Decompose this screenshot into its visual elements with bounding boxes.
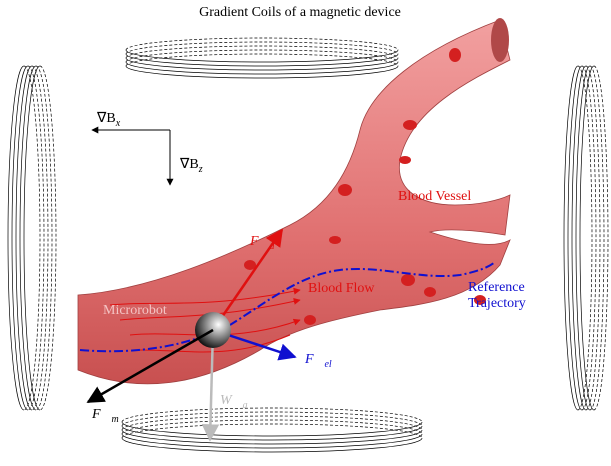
coil-loop [125, 41, 399, 55]
coil-loop [125, 37, 399, 51]
coil-loop [121, 411, 423, 427]
coil-loop [7, 65, 25, 411]
force-elastic-label: F⃗el [304, 352, 332, 370]
coil-loop [571, 65, 587, 411]
coil-loop [121, 407, 423, 423]
blood-vessel [77, 19, 511, 385]
coil-loop [35, 65, 53, 411]
coils [7, 37, 609, 453]
force-drag-label: F⃗d [249, 234, 275, 252]
coil-loop [23, 65, 41, 411]
coil-loop [19, 65, 37, 411]
coil-loop [121, 423, 423, 439]
coil-loop [15, 65, 33, 411]
coil-loop [579, 65, 595, 411]
coil-loop [125, 49, 399, 63]
coil-loop [125, 49, 399, 63]
trajectory-label: Reference Trajectory [468, 280, 526, 311]
coil-loop [39, 65, 57, 411]
coil-loop [121, 425, 423, 441]
coil-loop [31, 65, 49, 411]
coil-loop [11, 65, 29, 411]
coil-loop [27, 65, 45, 411]
reference-trajectory [79, 261, 496, 353]
coil-loop [121, 421, 423, 437]
force-magnetic-label: F⃗m [91, 407, 119, 425]
trajectory-label-box: Reference Trajectory [468, 280, 526, 311]
coil-loop [121, 437, 423, 453]
coil-loop [585, 65, 601, 411]
gradient-x-label: ∇Bx [96, 111, 121, 129]
coil-loop [125, 65, 399, 79]
flow-label: Blood Flow [308, 281, 375, 296]
coil-loop [121, 429, 423, 445]
coil-loop [575, 65, 591, 411]
force-drag [211, 228, 284, 331]
force-weight [201, 329, 220, 442]
coil-loop [567, 65, 583, 411]
coil-loop [125, 53, 399, 67]
title: Gradient Coils of a magnetic device [199, 5, 401, 20]
coil-loop [581, 65, 597, 411]
coil-loop [593, 65, 609, 411]
coil-loop [125, 45, 399, 59]
vessel-opening [491, 18, 509, 62]
force-weight-label: W⃗a [220, 393, 248, 411]
gradient-z-label: ∇Bz [179, 157, 203, 175]
coil-loop [121, 419, 423, 435]
coil-loop [125, 57, 399, 71]
coil-loop [577, 65, 593, 411]
coil-loop [589, 65, 605, 411]
coil-loop [121, 433, 423, 449]
coil-loop [125, 61, 399, 75]
coil-loop [121, 415, 423, 431]
coil-loop [23, 65, 41, 411]
robot-label: Microrobot [103, 303, 167, 318]
blood-cells [244, 48, 486, 325]
coil-loop [563, 65, 579, 411]
coil-loop [125, 53, 399, 67]
vessel-label: Blood Vessel [398, 189, 471, 204]
force-magnetic [86, 328, 214, 404]
